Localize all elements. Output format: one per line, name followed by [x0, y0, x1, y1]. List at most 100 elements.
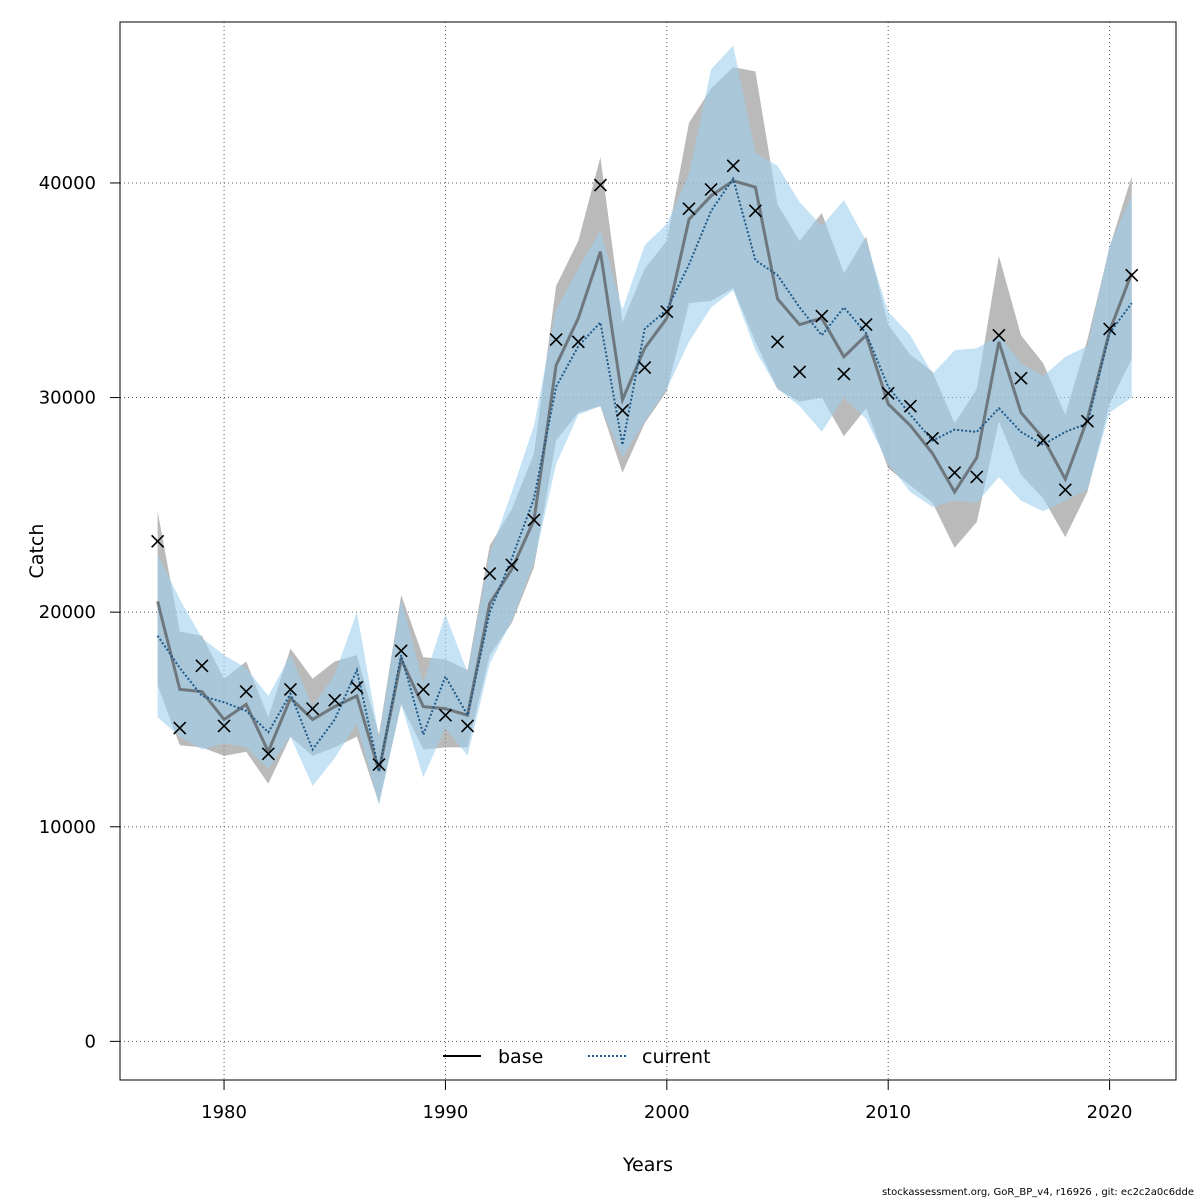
x-tick-label: 1980: [201, 1102, 247, 1123]
observed-points: [151, 159, 1139, 772]
marker-stroke: [903, 399, 917, 413]
marker-stroke: [461, 719, 475, 733]
marker-stroke: [306, 702, 320, 716]
x-tick-label: 2010: [865, 1102, 911, 1123]
observed-point: [416, 682, 430, 696]
observed-point: [881, 386, 895, 400]
marker-stroke: [283, 682, 298, 696]
marker-stroke: [195, 659, 209, 673]
legend: base current: [443, 1046, 711, 1068]
x-tick-label: 2000: [644, 1102, 690, 1123]
observed-point: [726, 159, 740, 173]
footer-credit: stockassessment.org, GoR_BP_v4, r16926 ,…: [881, 1187, 1194, 1198]
observed-point: [859, 318, 873, 332]
marker-stroke: [1125, 268, 1139, 282]
marker-stroke: [1036, 433, 1050, 448]
observed-point: [682, 202, 696, 216]
y-tick-label: 40000: [39, 173, 96, 194]
observed-point: [992, 328, 1006, 342]
observed-point: [1036, 433, 1050, 448]
marker-stroke: [682, 202, 696, 216]
marker-stroke: [615, 403, 630, 417]
observed-point: [328, 693, 342, 707]
marker-stroke: [815, 309, 829, 323]
marker-stroke: [217, 719, 231, 733]
observed-point: [571, 335, 585, 349]
marker-stroke: [660, 305, 674, 319]
observed-point: [593, 178, 607, 192]
observed-point: [239, 685, 253, 699]
marker-stroke: [394, 644, 408, 658]
series-lines: [156, 176, 1134, 772]
marker-stroke: [837, 367, 851, 381]
marker-stroke: [151, 534, 165, 548]
observed-point: [372, 757, 386, 772]
marker-stroke: [970, 470, 984, 484]
marker-stroke: [1103, 322, 1117, 336]
marker-stroke: [173, 721, 187, 735]
legend-base-label: base: [498, 1046, 543, 1068]
marker-stroke: [770, 335, 785, 349]
x-axis-title: Years: [622, 1154, 673, 1176]
y-axis-title: Catch: [26, 524, 48, 579]
marker-stroke: [571, 335, 585, 349]
observed-point: [793, 365, 807, 379]
observed-point: [748, 204, 762, 218]
marker-stroke: [925, 431, 940, 445]
line-base: [156, 179, 1134, 772]
observed-point: [1014, 371, 1028, 385]
marker-stroke: [859, 318, 873, 332]
marker-stroke: [372, 757, 386, 772]
marker-stroke: [483, 566, 497, 581]
observed-point: [903, 399, 917, 413]
observed-point: [948, 466, 962, 480]
observed-point: [483, 566, 497, 581]
observed-point: [660, 305, 674, 319]
observed-point: [638, 360, 652, 375]
observed-point: [261, 747, 275, 761]
x-tick-label: 1990: [423, 1102, 469, 1123]
marker-stroke: [505, 558, 519, 572]
observed-point: [970, 470, 984, 484]
observed-point: [925, 431, 940, 445]
marker-stroke: [1014, 371, 1028, 385]
y-tick-label: 20000: [39, 602, 96, 623]
observed-point: [306, 702, 320, 716]
observed-point: [283, 682, 298, 696]
observed-point: [350, 680, 364, 694]
marker-stroke: [593, 178, 607, 192]
marker-stroke: [549, 333, 563, 347]
confidence-bands: [157, 45, 1132, 806]
marker-stroke: [704, 182, 718, 196]
marker-stroke: [948, 466, 962, 480]
observed-point: [394, 644, 408, 658]
observed-point: [1103, 322, 1117, 336]
observed-point: [151, 534, 165, 548]
observed-point: [770, 335, 785, 349]
marker-stroke: [748, 204, 762, 218]
x-tick-label: 2020: [1087, 1102, 1133, 1123]
marker-stroke: [1080, 414, 1095, 428]
observed-point: [527, 513, 541, 527]
y-tick-label: 0: [85, 1031, 96, 1052]
observed-point: [461, 719, 475, 733]
marker-stroke: [527, 513, 541, 527]
observed-point: [173, 721, 187, 735]
marker-stroke: [638, 360, 652, 375]
y-tick-label: 30000: [39, 388, 96, 409]
marker-stroke: [992, 328, 1006, 342]
observed-point: [837, 367, 851, 381]
observed-point: [1125, 268, 1139, 282]
marker-stroke: [1058, 483, 1072, 497]
observed-point: [505, 558, 519, 572]
plot-frame: [119, 21, 1177, 1081]
observed-point: [438, 708, 452, 722]
legend-current-label: current: [642, 1046, 711, 1068]
line-current: [156, 176, 1133, 772]
observed-point: [615, 403, 630, 417]
y-axis: 0 10000 20000 30000 40000: [39, 173, 120, 1052]
marker-stroke: [881, 386, 895, 400]
marker-stroke: [328, 693, 342, 707]
band-current: [157, 45, 1132, 806]
